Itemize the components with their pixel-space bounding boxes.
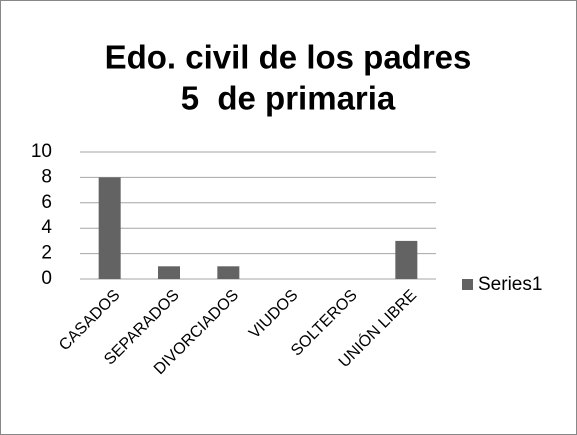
chart-title: Edo. civil de los padres: [105, 39, 472, 76]
y-tick-label: 0: [41, 268, 52, 289]
legend-swatch: [462, 279, 473, 290]
y-tick-label: 2: [41, 243, 52, 264]
bar: [158, 266, 180, 279]
y-tick-label: 4: [41, 217, 52, 238]
bar: [217, 266, 240, 279]
legend-label: Series1: [478, 274, 542, 295]
bar: [98, 177, 121, 279]
y-tick-label: 10: [31, 141, 52, 162]
bar: [395, 240, 418, 279]
y-tick-label: 6: [41, 192, 52, 213]
y-tick-label: 8: [41, 166, 52, 187]
chart-title: 5 de primaria: [181, 80, 396, 117]
